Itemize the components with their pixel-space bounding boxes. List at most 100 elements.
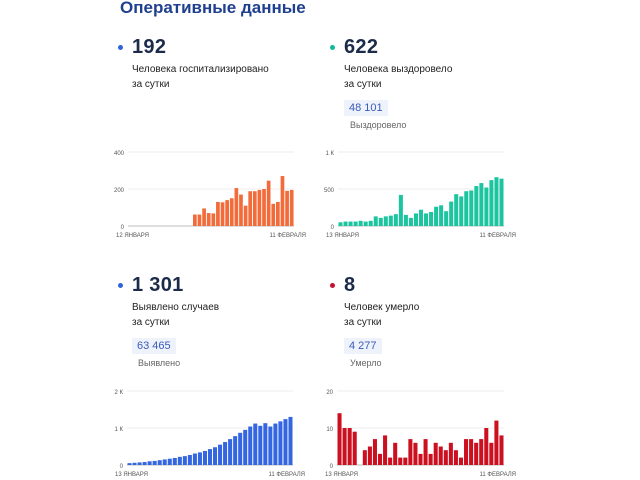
bar: [271, 203, 276, 226]
bar: [479, 439, 484, 465]
bar: [211, 213, 216, 226]
bar: [398, 457, 403, 465]
bar: [238, 432, 243, 465]
y-tick-label: 400: [114, 151, 125, 157]
stat-recovered: 622 Человека выздоровело за сутки 48 101…: [330, 36, 530, 130]
bar: [268, 426, 273, 465]
bar: [197, 214, 202, 226]
bar: [398, 194, 403, 226]
x-end-label: 11 ФЕВРАЛЯ: [480, 233, 516, 239]
bar: [378, 217, 383, 226]
y-tick-label: 0: [331, 225, 335, 231]
x-start-label: 13 ЯНВАРЯ: [325, 472, 358, 478]
bar: [393, 214, 398, 226]
bar: [377, 453, 383, 465]
stat-hospitalized: 192 Человека госпитализировано за сутки: [118, 36, 318, 92]
bar: [152, 460, 157, 465]
y-tick-label: 0: [330, 464, 334, 470]
bar: [285, 190, 289, 226]
bar: [363, 221, 368, 226]
bar: [132, 462, 137, 465]
bar: [413, 213, 418, 226]
bar: [479, 183, 484, 226]
x-start-label: 13 ЯНВАРЯ: [115, 472, 148, 478]
bar: [233, 436, 238, 465]
bar: [172, 457, 177, 465]
bar: [453, 450, 458, 465]
y-tick-label: 500: [324, 188, 335, 194]
x-end-label: 11 ФЕВРАЛЯ: [269, 472, 305, 478]
bar: [362, 450, 367, 465]
description-line: Человек умерло: [344, 302, 420, 313]
bar: [239, 194, 243, 226]
bar: [243, 429, 248, 465]
bar: [372, 439, 377, 465]
y-tick-label: 1 К: [326, 151, 335, 157]
bar: [273, 423, 278, 465]
bar: [229, 198, 234, 226]
bar: [458, 457, 464, 465]
bar: [182, 456, 187, 465]
x-start-label: 12 ЯНВАРЯ: [116, 233, 149, 239]
y-tick-label: 1 К: [115, 427, 124, 433]
bar: [213, 447, 218, 465]
bar: [352, 431, 357, 465]
bar: [162, 459, 167, 465]
bar: [438, 446, 443, 465]
bar: [262, 189, 266, 226]
bar: [276, 201, 280, 226]
bar: [353, 221, 358, 226]
bar: [494, 420, 499, 465]
bar: [225, 200, 229, 226]
cases-description: Выявлено случаев за сутки: [132, 300, 318, 330]
bullet-dot-icon: [118, 283, 123, 288]
bar: [223, 442, 228, 465]
deaths-total-label: Умерло: [350, 358, 382, 368]
bar: [197, 452, 202, 465]
description-line: за сутки: [132, 317, 170, 328]
bar: [348, 221, 353, 226]
bar: [474, 186, 479, 226]
hospitalized-description: Человека госпитализировано за сутки: [132, 62, 318, 92]
description-line: Человека выздоровело: [344, 64, 453, 75]
bar: [499, 435, 504, 465]
y-tick-label: 10: [326, 427, 333, 433]
bar: [248, 191, 253, 226]
bar: [494, 177, 499, 226]
bar: [413, 442, 418, 465]
x-end-label: 11 ФЕВРАЛЯ: [480, 472, 516, 478]
bar: [243, 205, 248, 226]
bar: [433, 442, 438, 465]
bar: [280, 176, 285, 226]
bar: [283, 419, 288, 465]
bar: [137, 462, 142, 465]
bar: [248, 426, 253, 465]
bar: [474, 442, 479, 465]
bar: [469, 190, 474, 226]
cases-value: 1 301: [132, 274, 184, 296]
bar: [367, 446, 372, 465]
bar: [454, 194, 459, 226]
page-title: Оперативные данные: [120, 0, 306, 17]
bar: [258, 425, 263, 465]
bar: [207, 449, 213, 465]
bar: [388, 457, 393, 465]
y-tick-label: 0: [121, 225, 125, 231]
bar: [167, 458, 172, 465]
bar: [443, 450, 448, 465]
bar: [368, 220, 373, 226]
description-line: за сутки: [344, 79, 382, 90]
bar: [177, 456, 182, 465]
bar: [216, 201, 220, 226]
bullet-dot-icon: [118, 45, 123, 50]
deaths-value: 8: [344, 274, 356, 296]
bar: [202, 450, 207, 465]
bar: [228, 439, 233, 465]
bar: [343, 221, 348, 226]
bar: [337, 413, 342, 465]
bar: [289, 189, 294, 226]
bar: [448, 442, 453, 465]
cases-total-label: Выявлено: [138, 358, 181, 368]
bar: [383, 435, 388, 465]
